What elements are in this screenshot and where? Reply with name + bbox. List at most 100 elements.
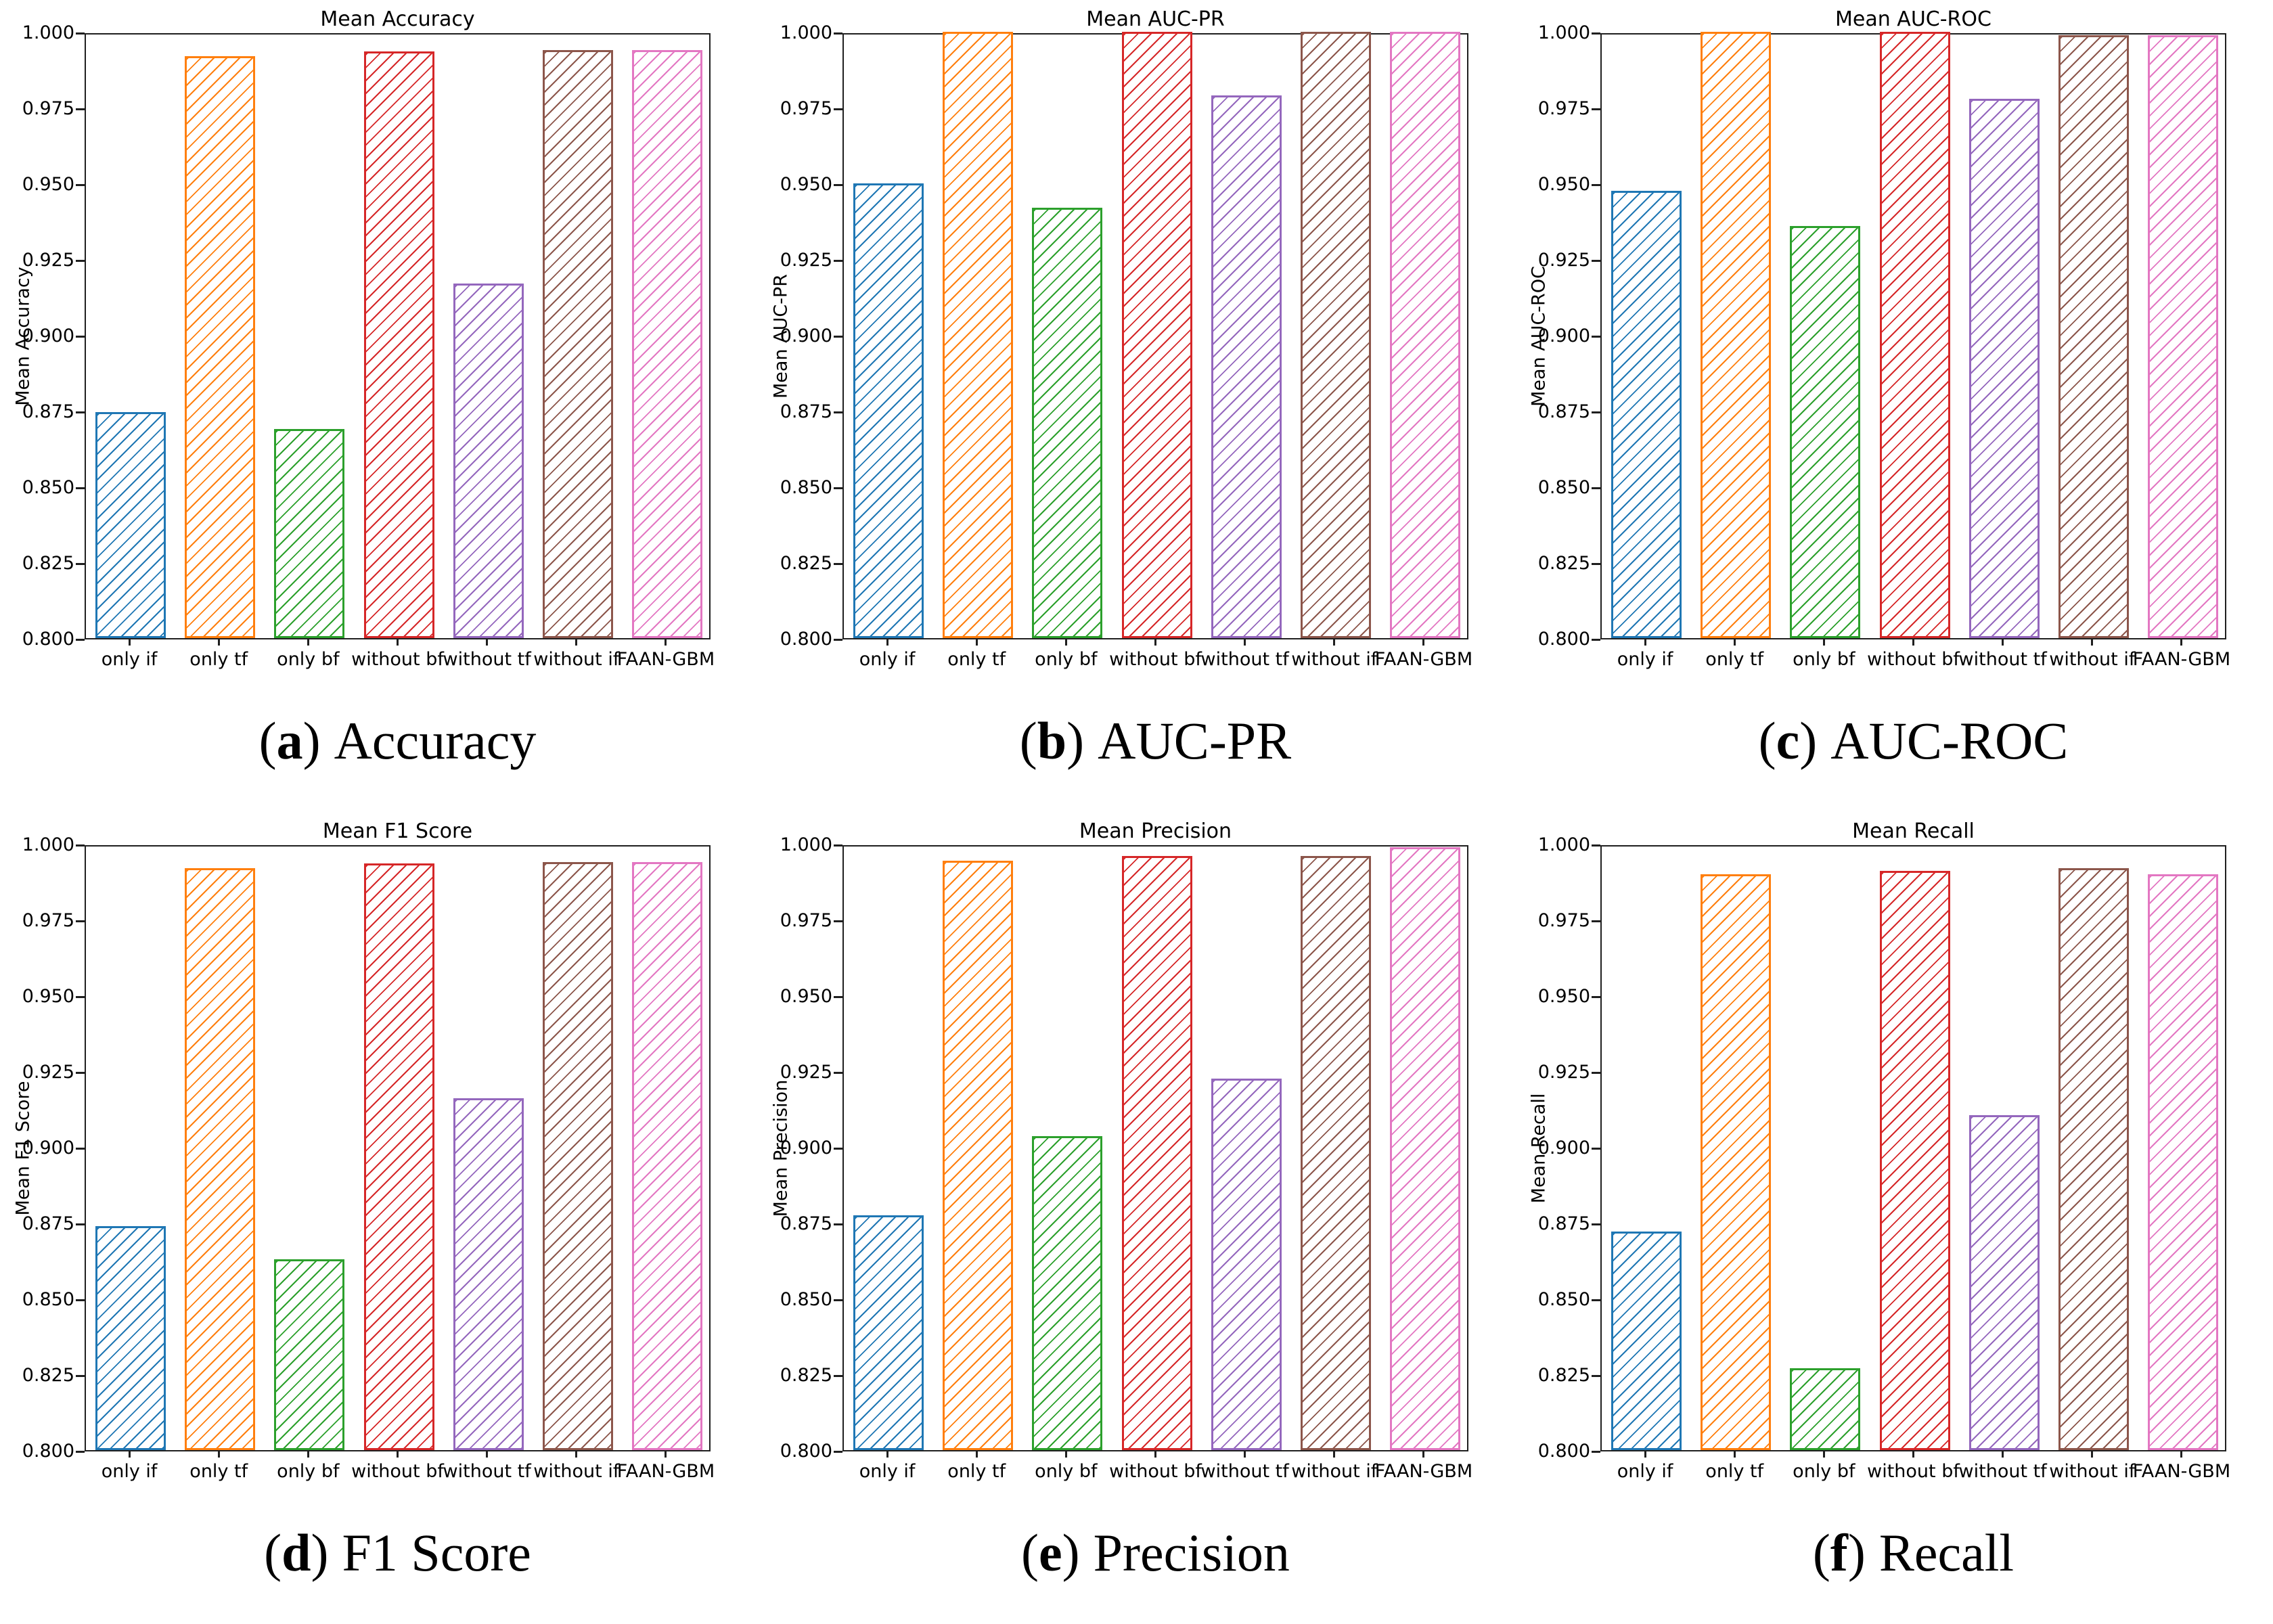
y-tick-label: 0.850 (22, 477, 74, 498)
plot-area (842, 845, 1468, 1451)
y-tick-label: 0.925 (780, 1062, 832, 1083)
chart-title: Mean AUC-PR (1086, 7, 1225, 31)
x-tick-label-without-if: without if (1291, 649, 1378, 670)
x-tick-label-only-bf: only bf (1793, 1461, 1855, 1482)
bar-without-bf (1879, 32, 1950, 638)
x-tick-mark (1333, 639, 1336, 646)
x-tick-label-only-if: only if (859, 1461, 916, 1482)
x-tick-mark (1422, 1451, 1425, 1458)
caption-letter: c (1759, 711, 1818, 770)
x-tick-label-without-bf: without bf (351, 649, 444, 670)
bar-only-if (95, 1225, 166, 1450)
x-tick-label-faan-gbm: FAAN-GBM (1374, 1461, 1473, 1482)
bar-only-bf (274, 1259, 345, 1450)
y-tick-label: 1.000 (1537, 22, 1590, 43)
bar-only-if (1611, 1232, 1682, 1450)
panel-c: Mean AUC-ROC Mean AUC-ROC 1.000 0.975 0.950 0… (1516, 0, 2273, 812)
x-tick-mark (486, 639, 489, 646)
y-tick-mark (76, 335, 85, 338)
x-tick-mark (1733, 1451, 1736, 1458)
caption-letter: b (1020, 711, 1084, 770)
y-tick-label: 0.925 (1537, 1062, 1590, 1083)
x-tick-mark (1064, 1451, 1067, 1458)
bar-only-bf (1032, 1136, 1103, 1450)
bar-only-tf (185, 55, 256, 638)
x-tick-mark (1912, 639, 1914, 646)
x-tick-mark (128, 639, 131, 646)
x-tick-mark (1064, 639, 1067, 646)
y-tick-mark (1592, 1147, 1600, 1150)
y-tick-label: 0.875 (22, 401, 74, 422)
bar-without-if (542, 861, 613, 1450)
bar-without-bf (363, 51, 434, 638)
plot-area (1600, 32, 2226, 639)
x-tick-mark (1244, 1451, 1246, 1458)
x-tick-label-without-tf: without tf (443, 1461, 531, 1482)
x-tick-label-without-bf: without bf (1109, 1461, 1202, 1482)
y-tick-mark (76, 259, 85, 262)
y-tick-mark (834, 1299, 842, 1301)
y-tick-label: 0.800 (22, 629, 74, 650)
y-tick-label: 0.975 (22, 98, 74, 119)
caption-text: Accuracy (334, 711, 537, 770)
y-tick-label: 0.975 (780, 910, 832, 931)
bar-only-bf (1790, 225, 1861, 638)
y-tick-mark (76, 562, 85, 565)
y-tick-mark (1592, 1374, 1600, 1377)
bar-faan-gbm (1389, 847, 1460, 1450)
y-tick-label: 0.875 (22, 1213, 74, 1234)
x-tick-mark (2002, 1451, 2004, 1458)
y-tick-label: 0.925 (22, 1062, 74, 1083)
chart-title: Mean Accuracy (320, 7, 475, 31)
caption-text: F1 Score (342, 1523, 531, 1582)
bar-faan-gbm (631, 861, 702, 1450)
y-tick-label: 0.925 (22, 250, 74, 271)
x-tick-label-only-if: only if (101, 649, 158, 670)
y-tick-label: 0.825 (1537, 1365, 1590, 1386)
bar-only-bf (1032, 207, 1103, 638)
y-tick-mark (834, 183, 842, 186)
x-tick-mark (1822, 639, 1825, 646)
y-tick-mark (1592, 1223, 1600, 1225)
x-tick-mark (1644, 639, 1646, 646)
y-tick-mark (834, 487, 842, 489)
bar-faan-gbm (1389, 32, 1460, 638)
x-tick-mark (307, 1451, 309, 1458)
chart-title: Mean Recall (1852, 819, 1975, 843)
panel-caption-e: ePrecision (842, 1516, 1468, 1590)
y-tick-label: 0.975 (1537, 910, 1590, 931)
bar-without-if (2058, 35, 2129, 638)
x-tick-mark (2180, 639, 2183, 646)
y-tick-mark (834, 1223, 842, 1225)
bar-without-bf (363, 863, 434, 1450)
x-tick-mark (1822, 1451, 1825, 1458)
x-tick-label-without-tf: without tf (1958, 649, 2047, 670)
x-tick-mark (975, 1451, 978, 1458)
y-tick-mark (1592, 844, 1600, 847)
y-tick-label: 0.825 (22, 553, 74, 574)
y-tick-label: 0.900 (22, 325, 74, 346)
bar-without-if (1300, 32, 1371, 638)
x-tick-label-only-bf: only bf (1035, 649, 1098, 670)
x-tick-label-without-tf: without tf (443, 649, 531, 670)
x-tick-mark (886, 1451, 888, 1458)
x-tick-label-only-tf: only tf (1705, 1461, 1764, 1482)
y-tick-mark (834, 335, 842, 338)
x-tick-label-without-bf: without bf (1867, 1461, 1960, 1482)
y-tick-label: 0.850 (780, 477, 832, 498)
y-tick-label: 0.825 (780, 553, 832, 574)
y-tick-mark (76, 183, 85, 186)
panel-caption-d: dF1 Score (85, 1516, 711, 1590)
bar-faan-gbm (2147, 35, 2218, 638)
bar-only-if (95, 412, 166, 638)
x-tick-mark (2091, 639, 2094, 646)
y-tick-label: 0.800 (780, 629, 832, 650)
panel-caption-f: fRecall (1600, 1516, 2226, 1590)
y-tick-label: 1.000 (1537, 834, 1590, 855)
x-tick-label-without-if: without if (533, 649, 620, 670)
y-tick-mark (76, 32, 85, 35)
bar-only-bf (274, 428, 345, 638)
caption-text: Recall (1878, 1523, 2015, 1582)
panel-d: Mean F1 Score Mean F1 Score 1.000 0.975 0.95… (0, 812, 758, 1624)
